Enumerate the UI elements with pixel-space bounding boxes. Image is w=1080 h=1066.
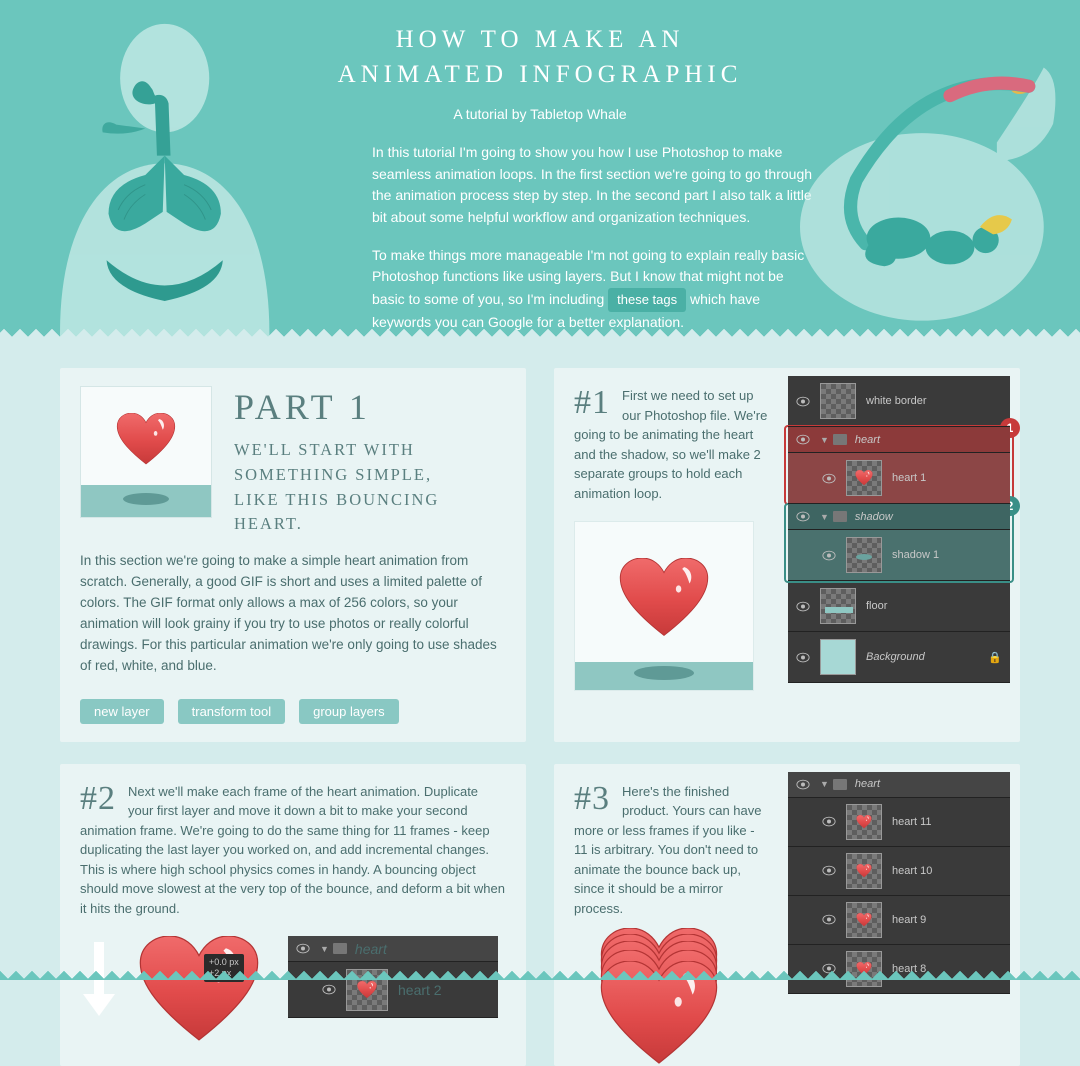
layer-thumb-checker: [820, 383, 856, 419]
title-line-2: ANIMATED INFOGRAPHIC: [338, 61, 743, 88]
step2-visual: +0.0 px+2 px ▼ heart heart 2: [80, 936, 506, 1026]
heart-icon: [618, 558, 710, 640]
layer-name: heart 11: [892, 816, 932, 828]
layer-group-heart: ▼ heart: [288, 936, 498, 962]
divider-zigzag-bottom: [0, 966, 1080, 980]
layer-group-heart: ▼ heart: [788, 772, 1010, 798]
intro-paragraph-2: To make things more manageable I'm not g…: [372, 245, 817, 334]
layer-name: Background: [866, 651, 925, 663]
layer-row: shadow 1: [788, 530, 1010, 581]
lock-icon: 🔒: [988, 651, 1002, 664]
heart-animation-tile: [80, 386, 212, 518]
content-row-1: PART 1 WE'LL START WITH SOMETHING SIMPLE…: [0, 340, 1080, 742]
divider-zigzag: [0, 328, 1080, 340]
part1-body: In this section we're going to make a si…: [80, 551, 506, 677]
layer-row: white border: [788, 376, 1010, 427]
down-arrow-icon: [80, 936, 120, 1026]
layer-thumb-shadow: [846, 537, 882, 573]
part1-card: PART 1 WE'LL START WITH SOMETHING SIMPLE…: [60, 368, 526, 742]
layer-group-heart: ▼ heart: [788, 427, 1010, 453]
step3-number: #3: [574, 782, 610, 816]
layer-name: heart 10: [892, 865, 932, 877]
tag-transform-tool[interactable]: transform tool: [178, 699, 285, 724]
step2-number: #2: [80, 782, 116, 816]
step2-text: Next we'll make each frame of the heart …: [80, 782, 506, 919]
layer-row: heart 9: [788, 896, 1010, 945]
part1-heading: PART 1: [234, 386, 506, 428]
heart-shadow: [123, 493, 169, 505]
step1-number: #1: [574, 386, 610, 420]
layer-name: heart 1: [892, 472, 926, 484]
layer-name: heart: [355, 941, 387, 957]
heart-preview: [574, 521, 754, 691]
hero-illustration-human: [0, 20, 310, 340]
title-line-1: HOW TO MAKE AN: [396, 26, 685, 53]
part1-subheading: WE'LL START WITH SOMETHING SIMPLE, LIKE …: [234, 438, 506, 537]
layer-name: heart: [855, 434, 880, 446]
intro-paragraph-1: In this tutorial I'm going to show you h…: [372, 142, 817, 229]
intro-copy: In this tutorial I'm going to show you h…: [372, 142, 817, 334]
content-row-2: #2 Next we'll make each frame of the hea…: [0, 742, 1080, 1066]
layer-thumb-heart: [846, 460, 882, 496]
layer-name: heart 9: [892, 914, 926, 926]
disclosure-icon: ▼: [820, 435, 829, 445]
layer-name: shadow 1: [892, 549, 939, 561]
tag-group-layers[interactable]: group layers: [299, 699, 399, 724]
step3-card: #3 Here's the finished product. Yours ca…: [554, 764, 1020, 1066]
layer-row: heart 11: [788, 798, 1010, 847]
layer-group-shadow: ▼ shadow: [788, 504, 1010, 530]
layer-thumb-floor: [820, 588, 856, 624]
folder-icon: [833, 434, 847, 445]
layer-name: shadow: [855, 511, 893, 523]
layer-row: heart 10: [788, 847, 1010, 896]
tag-new-layer[interactable]: new layer: [80, 699, 164, 724]
layer-name: heart 2: [398, 982, 442, 998]
step2-card: #2 Next we'll make each frame of the hea…: [60, 764, 526, 1066]
inline-tag[interactable]: these tags: [608, 288, 686, 312]
layer-row: floor: [788, 581, 1010, 632]
layer-name: floor: [866, 600, 887, 612]
layer-row: Background 🔒: [788, 632, 1010, 683]
heart-icon: [134, 936, 264, 1046]
layers-panel-step3: ▼ heart heart 11 heart 10 heart 9: [788, 772, 1010, 994]
heart-icon: [116, 413, 176, 467]
layers-panel-step1: 1 2 white border ▼ heart heart 1 ▼ shado…: [788, 376, 1010, 683]
step1-card: #1 First we need to set up our Photoshop…: [554, 368, 1020, 742]
layer-thumb-background: [820, 639, 856, 675]
tags-row: new layer transform tool group layers: [80, 699, 506, 724]
layer-name: white border: [866, 395, 927, 407]
layer-name: heart: [855, 778, 880, 790]
layer-row: heart 1: [788, 453, 1010, 504]
heart-stack: [574, 928, 744, 1048]
visibility-icon: [796, 396, 810, 407]
hero-illustration-chicken: [800, 30, 1080, 339]
hero-section: HOW TO MAKE AN ANIMATED INFOGRAPHIC A tu…: [0, 0, 1080, 340]
